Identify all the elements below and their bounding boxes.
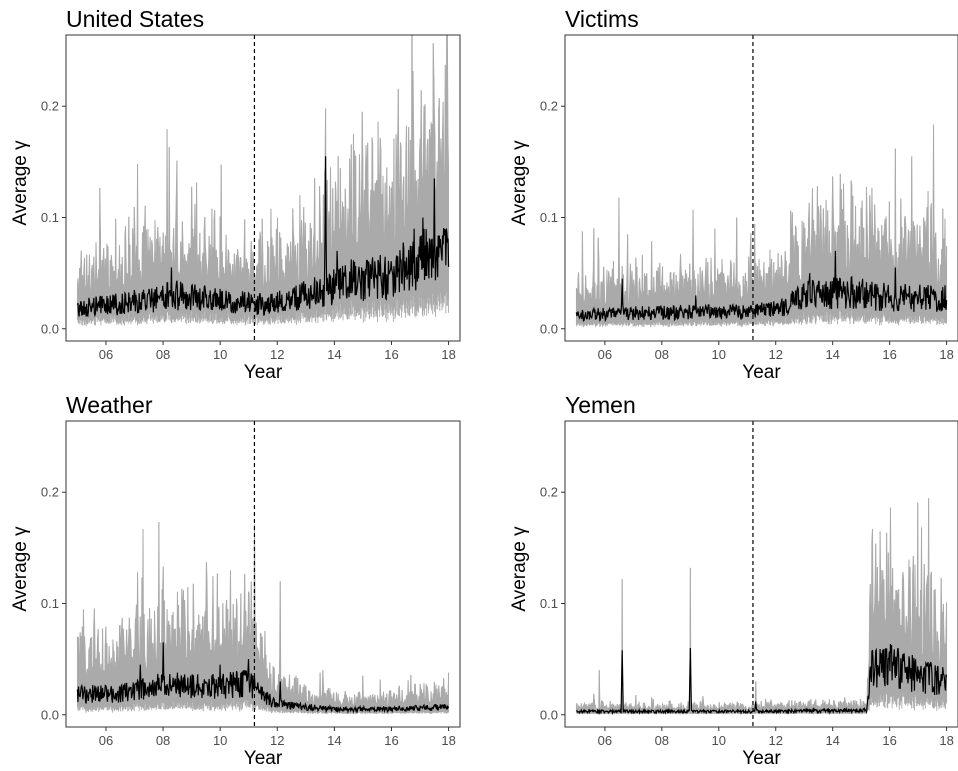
x-tick-label: 06: [598, 347, 612, 362]
x-tick-labels: 06 08 10 12 14 16 18: [99, 733, 456, 748]
y-axis-title: Average γ: [509, 526, 530, 612]
y-tick-label: 0.2: [540, 99, 558, 114]
plot-area: [76, 522, 450, 715]
interval-upper-line: [575, 498, 948, 714]
interval-upper-line: [575, 124, 948, 315]
x-tick-label: 12: [270, 347, 284, 362]
x-tick-label: 12: [769, 733, 783, 748]
x-tick-label: 10: [712, 733, 726, 748]
y-tick-label: 0.2: [540, 485, 558, 500]
panel-victims: Victims Average γ Year 0.0 0.1 0.2 06 08…: [509, 6, 958, 383]
x-tick-label: 08: [655, 347, 669, 362]
panel-weather: Weather Average γ Year 0.0 0.1 0.2 06 08…: [10, 392, 461, 769]
x-tick-label: 18: [939, 733, 953, 748]
y-tick-label: 0.1: [540, 210, 558, 225]
x-tick-label: 16: [882, 733, 896, 748]
panel-title: Victims: [565, 6, 639, 32]
x-tick-labels: 06 08 10 12 14 16 18: [99, 347, 456, 362]
y-tick-label: 0.1: [41, 210, 59, 225]
x-axis-title: Year: [742, 748, 781, 769]
mean-line: [76, 156, 450, 318]
x-tick-label: 14: [327, 733, 341, 748]
plot-area: [76, 35, 450, 327]
y-tick-labels: 0.0 0.1 0.2: [41, 99, 59, 337]
x-tick-label: 08: [156, 733, 170, 748]
mean-line: [575, 250, 948, 323]
panel-title: Yemen: [565, 392, 636, 418]
y-tick-label: 0.1: [41, 596, 59, 611]
x-tick-label: 16: [882, 347, 896, 362]
mean-line: [576, 643, 948, 716]
panel-title: United States: [66, 6, 204, 32]
y-tick-labels: 0.0 0.1 0.2: [41, 485, 59, 723]
y-tick-label: 0.0: [540, 321, 558, 336]
plot-frame: [564, 34, 958, 342]
y-tick-labels: 0.0 0.1 0.2: [540, 99, 558, 337]
x-tick-label: 10: [213, 733, 227, 748]
x-axis-title: Year: [742, 362, 781, 383]
x-axis-title: Year: [244, 748, 283, 769]
panel-yemen: Yemen Average γ Year 0.0 0.1 0.2 06 08 1…: [509, 392, 958, 769]
panel-title: Weather: [66, 392, 153, 418]
y-tick-label: 0.2: [41, 99, 59, 114]
x-tick-labels: 06 08 10 12 14 16 18: [598, 733, 954, 748]
y-tick-label: 0.0: [41, 321, 59, 336]
x-tick-label: 18: [441, 347, 455, 362]
x-tick-label: 06: [598, 733, 612, 748]
plot-area: [575, 124, 948, 328]
panel-united-states: United States Average γ Year 0.0 0.1 0.2…: [10, 6, 461, 383]
x-axis-title: Year: [244, 362, 283, 383]
plot-frame: [65, 420, 461, 728]
y-tick-label: 0.1: [540, 596, 558, 611]
mean-line: [76, 642, 450, 714]
y-tick-label: 0.0: [540, 707, 558, 722]
y-axis-title: Average γ: [10, 140, 31, 226]
x-tick-labels: 06 08 10 12 14 16 18: [598, 347, 954, 362]
x-tick-label: 18: [441, 733, 455, 748]
x-tick-label: 14: [825, 733, 839, 748]
x-tick-label: 06: [99, 733, 113, 748]
x-tick-label: 10: [213, 347, 227, 362]
plot-frame: [564, 420, 958, 728]
y-tick-label: 0.2: [41, 485, 59, 500]
x-tick-label: 14: [825, 347, 839, 362]
y-axis-title: Average γ: [509, 140, 530, 226]
x-tick-label: 16: [384, 733, 398, 748]
x-tick-label: 16: [384, 347, 398, 362]
y-axis-title: Average γ: [10, 526, 31, 612]
x-tick-label: 18: [939, 347, 953, 362]
x-tick-label: 08: [156, 347, 170, 362]
x-tick-label: 14: [327, 347, 341, 362]
x-tick-label: 06: [99, 347, 113, 362]
x-tick-label: 10: [712, 347, 726, 362]
plot-area: [575, 498, 948, 716]
y-tick-label: 0.0: [41, 707, 59, 722]
x-tick-label: 12: [270, 733, 284, 748]
plot-frame: [65, 34, 461, 342]
y-tick-labels: 0.0 0.1 0.2: [540, 485, 558, 723]
x-tick-label: 12: [769, 347, 783, 362]
interval-upper-line: [76, 35, 450, 308]
x-tick-label: 08: [655, 733, 669, 748]
